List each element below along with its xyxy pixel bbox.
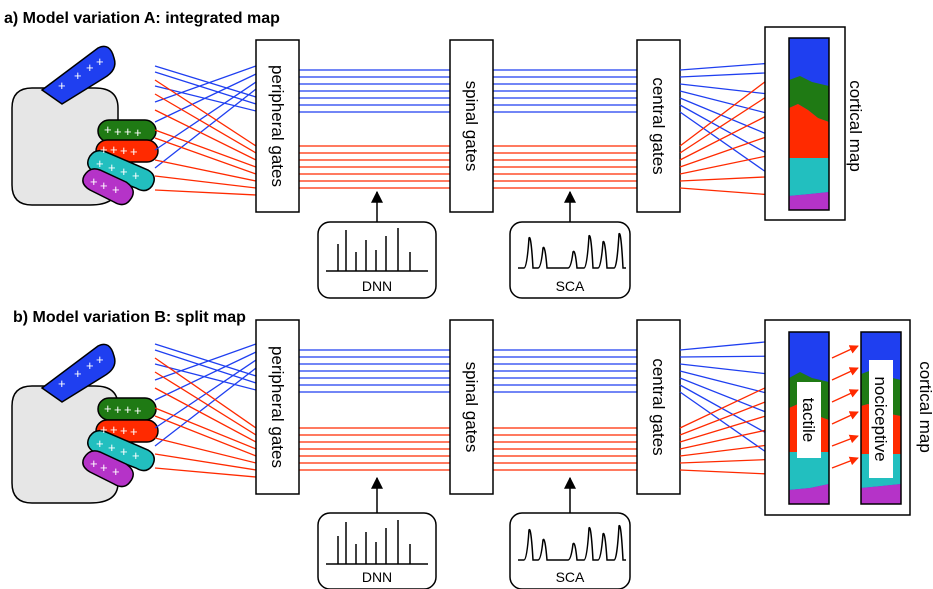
- svg-text:+: +: [114, 402, 122, 417]
- svg-text:+: +: [108, 160, 116, 175]
- svg-text:+: +: [96, 156, 104, 171]
- tactile-label: tactile: [799, 398, 818, 442]
- svg-text:+: +: [124, 124, 132, 139]
- sca-box: [509, 221, 631, 299]
- nociceptive-label-bg: [869, 360, 893, 478]
- panel-a-title: a) Model variation A: integrated map: [4, 10, 280, 27]
- sca-waveform: [518, 232, 626, 269]
- svg-text:+: +: [108, 440, 116, 455]
- svg-text:+: +: [90, 456, 98, 471]
- central-gates-box: [636, 319, 681, 495]
- svg-text:+: +: [110, 142, 118, 157]
- dnn-box: [317, 512, 437, 589]
- peripheral-gates-label: peripheral gates: [268, 65, 287, 187]
- central-gates-box: [636, 39, 681, 213]
- svg-text:+: +: [104, 122, 112, 137]
- svg-text:+: +: [58, 376, 66, 391]
- dnn-spike-train: [326, 520, 428, 565]
- svg-text:+: +: [120, 423, 128, 438]
- sca-waveform: [518, 524, 626, 561]
- dnn-label: DNN: [362, 278, 392, 294]
- svg-text:+: +: [100, 178, 108, 193]
- svg-text:+: +: [100, 142, 108, 157]
- svg-text:+: +: [132, 448, 140, 463]
- svg-text:+: +: [100, 422, 108, 437]
- hand-illustration: +++ + + + + + + + + + + + + + + + +: [11, 45, 159, 206]
- svg-text:+: +: [130, 144, 138, 159]
- svg-text:+: +: [58, 78, 66, 93]
- svg-text:+: +: [134, 125, 142, 140]
- svg-text:+: +: [134, 403, 142, 418]
- svg-text:+: +: [132, 168, 140, 183]
- panel-a: a) Model variation A: integrated map +++…: [4, 10, 865, 299]
- svg-text:+: +: [112, 464, 120, 479]
- peripheral-gates-label: peripheral gates: [268, 346, 287, 468]
- sca-box: [509, 512, 631, 589]
- sca-label: SCA: [556, 278, 585, 294]
- svg-text:+: +: [124, 402, 132, 417]
- peripheral-gates-box: [255, 39, 300, 213]
- svg-text:+: +: [96, 54, 104, 69]
- dnn-box: [317, 221, 437, 299]
- spinal-gates-label: spinal gates: [462, 81, 481, 172]
- cortical-map-colors: [788, 37, 830, 211]
- svg-text:+: +: [120, 444, 128, 459]
- svg-text:+: +: [100, 460, 108, 475]
- dnn-spike-train: [326, 228, 428, 272]
- peripheral-gates-box: [255, 319, 300, 495]
- svg-text:+: +: [90, 174, 98, 189]
- svg-text:+: +: [86, 60, 94, 75]
- svg-text:+: +: [120, 164, 128, 179]
- afferent-lines-in: [154, 65, 257, 196]
- dnn-label: DNN: [362, 569, 392, 585]
- svg-text:+: +: [114, 124, 122, 139]
- central-gates-label: central gates: [649, 358, 668, 455]
- central-gates-label: central gates: [649, 77, 668, 174]
- spinal-gates-box: [449, 319, 494, 495]
- spinal-gates-box: [449, 39, 494, 213]
- cortical-map-label: cortical map: [916, 361, 933, 453]
- tactile-label-bg: [797, 382, 821, 458]
- svg-text:+: +: [96, 436, 104, 451]
- cortical-map-label: cortical map: [846, 80, 865, 172]
- map-link-arrows: [831, 345, 859, 469]
- svg-text:+: +: [112, 182, 120, 197]
- panel-b: b) Model variation B: split map +++ + + + +…: [11, 309, 933, 589]
- plus-glyphs: +++ + + + + + + + + + + + + + + + +: [58, 352, 142, 479]
- svg-text:+: +: [104, 401, 112, 416]
- svg-text:+: +: [74, 68, 82, 83]
- panel-b-title: b) Model variation B: split map: [13, 309, 246, 326]
- afferent-lines-in: [154, 343, 257, 478]
- hand-illustration: +++ + + + + + + + + + + + + + + + +: [11, 343, 159, 504]
- svg-text:+: +: [74, 366, 82, 381]
- svg-text:+: +: [110, 422, 118, 437]
- spinal-gates-label: spinal gates: [462, 362, 481, 453]
- nociceptive-label: nociceptive: [871, 376, 890, 461]
- svg-text:+: +: [120, 143, 128, 158]
- plus-glyphs: +++ + + + + + + + + + + + + + + + +: [58, 54, 142, 197]
- sca-label: SCA: [556, 569, 585, 585]
- svg-text:+: +: [86, 358, 94, 373]
- svg-text:+: +: [96, 352, 104, 367]
- svg-text:+: +: [130, 424, 138, 439]
